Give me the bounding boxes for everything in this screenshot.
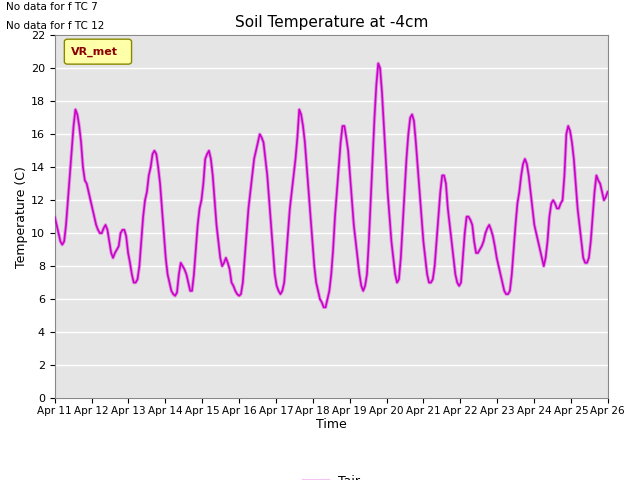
X-axis label: Time: Time	[316, 419, 347, 432]
Text: No data for f TC 7: No data for f TC 7	[6, 2, 98, 12]
Text: No data for f TC 12: No data for f TC 12	[6, 21, 105, 31]
Y-axis label: Temperature (C): Temperature (C)	[15, 166, 28, 267]
Title: Soil Temperature at -4cm: Soil Temperature at -4cm	[234, 15, 428, 30]
Text: VR_met: VR_met	[71, 47, 118, 57]
Legend: Tair: Tair	[298, 470, 365, 480]
